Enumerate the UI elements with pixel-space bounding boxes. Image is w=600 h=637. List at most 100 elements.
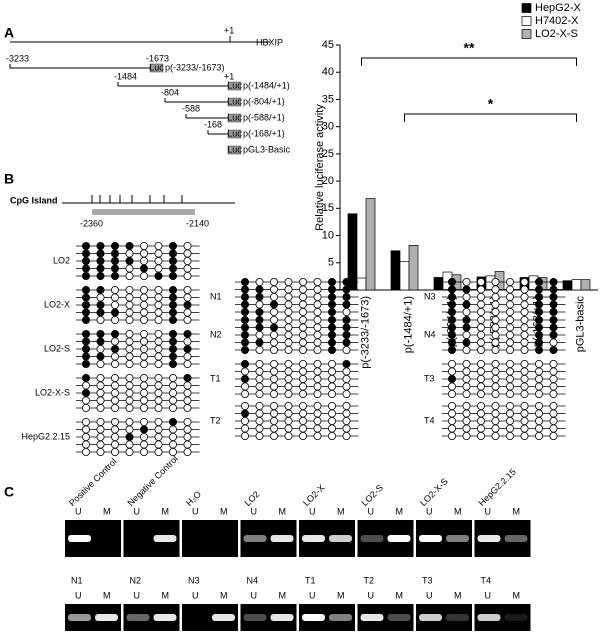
cpg-circle — [447, 424, 456, 433]
cpg-circle — [327, 409, 336, 418]
cpg-circle — [505, 382, 514, 391]
cpg-circle — [520, 401, 529, 410]
lane-label: N2 — [130, 575, 142, 585]
cpg-circle — [183, 403, 192, 412]
cpg-circle — [125, 403, 134, 412]
gel-band — [329, 614, 352, 621]
cpg-circle — [298, 424, 307, 433]
m-label: M — [220, 506, 228, 516]
cpg-circle — [298, 359, 307, 368]
cpg-circle — [313, 416, 322, 425]
cpg-circle — [96, 300, 105, 309]
cpg-circle — [491, 367, 500, 376]
cpg-circle — [535, 300, 544, 309]
cpg-circle — [240, 409, 249, 418]
cpg-island — [92, 209, 195, 215]
cpg-circle — [520, 431, 529, 440]
cpg-circle — [111, 300, 120, 309]
cpg-circle — [505, 285, 514, 294]
sample-label: T4 — [424, 415, 435, 425]
cpg-circle — [82, 440, 91, 449]
cpg-circle — [549, 367, 558, 376]
cpg-circle — [327, 359, 336, 368]
cpg-circle — [462, 431, 471, 440]
cpg-circle — [505, 292, 514, 301]
u-label: U — [309, 506, 316, 516]
cpg-circle — [284, 424, 293, 433]
cpg-circle — [183, 417, 192, 426]
cpg-circle — [168, 300, 177, 309]
cpg-circle — [111, 381, 120, 390]
u-label: U — [192, 590, 199, 600]
cpg-circle — [447, 345, 456, 354]
construct-name: p(-3233/-1673) — [165, 62, 225, 72]
cpg-circle — [313, 431, 322, 440]
cpg-circle — [154, 417, 163, 426]
cpg-circle — [125, 344, 134, 353]
gel-band — [477, 535, 501, 542]
cpg-circle — [111, 264, 120, 273]
cpg-circle — [111, 241, 120, 250]
cpg-circle — [183, 271, 192, 280]
cpg-circle — [82, 425, 91, 434]
cpg-circle — [447, 401, 456, 410]
y-tick-label: 5 — [328, 257, 334, 269]
bar — [390, 250, 401, 291]
cpg-circle — [342, 345, 351, 354]
cpg-circle — [240, 277, 249, 286]
cpg-circle — [313, 345, 322, 354]
gel-band — [270, 535, 294, 542]
sample-label: LO2-X-S — [35, 387, 70, 397]
cpg-circle — [491, 431, 500, 440]
cpg-circle — [82, 432, 91, 441]
cpg-circle — [183, 285, 192, 294]
cpg-circle — [183, 381, 192, 390]
m-label: M — [454, 506, 462, 516]
cpg-circle — [183, 396, 192, 405]
cpg-circle — [327, 300, 336, 309]
cpg-circle — [125, 329, 134, 338]
cpg-circle — [284, 338, 293, 347]
sample-label: LO2 — [53, 255, 70, 265]
cpg-circle — [535, 374, 544, 383]
luc-label: Luc — [149, 62, 164, 72]
cpg-circle — [125, 337, 134, 346]
cpg-circle — [82, 249, 91, 258]
cpg-circle — [82, 388, 91, 397]
cpg-circle — [298, 382, 307, 391]
cpg-circle — [327, 424, 336, 433]
cpg-circle — [462, 424, 471, 433]
cpg-circle — [125, 249, 134, 258]
cpg-circle — [82, 241, 91, 250]
gel-band — [419, 614, 442, 621]
cpg-circle — [505, 300, 514, 309]
cpg-circle — [154, 381, 163, 390]
gel-band — [270, 614, 294, 621]
cpg-circle — [342, 338, 351, 347]
bar — [399, 261, 410, 291]
cpg-circle — [139, 381, 148, 390]
cpg-circle — [520, 424, 529, 433]
cpg-circle — [462, 345, 471, 354]
cpg-circle — [535, 285, 544, 294]
u-label: U — [251, 590, 258, 600]
cpg-circle — [447, 323, 456, 332]
u-label: U — [485, 506, 492, 516]
cpg-circle — [96, 256, 105, 265]
cpg-circle — [462, 374, 471, 383]
cpg-circle — [154, 359, 163, 368]
u-label: U — [134, 590, 141, 600]
cpg-circle — [82, 396, 91, 405]
cpg-circle — [82, 329, 91, 338]
cpg-circle — [111, 373, 120, 382]
cpg-circle — [183, 425, 192, 434]
cpg-circle — [111, 447, 120, 456]
cpg-circle — [139, 293, 148, 302]
cpg-circle — [313, 409, 322, 418]
cpg-circle — [476, 416, 485, 425]
sample-label: T2 — [210, 415, 221, 425]
sample-label: N3 — [424, 291, 436, 301]
cpg-circle — [505, 359, 514, 368]
cpg-circle — [96, 352, 105, 361]
gel-band — [68, 535, 91, 542]
